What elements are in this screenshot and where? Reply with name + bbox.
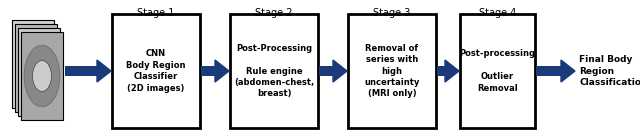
Polygon shape bbox=[561, 60, 575, 82]
Bar bbox=[437, 66, 445, 76]
Bar bbox=[230, 14, 318, 128]
Text: CNN
Body Region
Classifier
(2D images): CNN Body Region Classifier (2D images) bbox=[126, 49, 186, 93]
Text: Stage 2: Stage 2 bbox=[255, 8, 292, 18]
Bar bbox=[319, 66, 333, 76]
Bar bbox=[201, 66, 215, 76]
Bar bbox=[65, 66, 97, 76]
Bar bbox=[112, 14, 200, 128]
Bar bbox=[536, 66, 561, 76]
Text: Stage 3: Stage 3 bbox=[373, 8, 411, 18]
Text: Removal of
series with
high
uncertainty
(MRI only): Removal of series with high uncertainty … bbox=[364, 44, 420, 98]
Bar bbox=[460, 14, 535, 128]
Polygon shape bbox=[445, 60, 459, 82]
Polygon shape bbox=[333, 60, 347, 82]
Text: Stage 1: Stage 1 bbox=[138, 8, 175, 18]
Bar bbox=[21, 32, 63, 120]
Text: Final Body
Region
Classification: Final Body Region Classification bbox=[579, 55, 640, 87]
Text: Post-Processing

Rule engine
(abdomen-chest,
breast): Post-Processing Rule engine (abdomen-che… bbox=[234, 44, 314, 98]
Bar bbox=[12, 20, 54, 108]
Bar bbox=[348, 14, 436, 128]
Ellipse shape bbox=[19, 39, 52, 97]
Polygon shape bbox=[215, 60, 229, 82]
Text: Stage 4: Stage 4 bbox=[479, 8, 516, 18]
Ellipse shape bbox=[24, 45, 60, 107]
Polygon shape bbox=[97, 60, 111, 82]
Ellipse shape bbox=[16, 35, 50, 93]
Ellipse shape bbox=[33, 61, 51, 91]
Text: Post-processing

Outlier
Removal: Post-processing Outlier Removal bbox=[460, 49, 536, 93]
Bar bbox=[18, 28, 60, 116]
Ellipse shape bbox=[22, 43, 56, 101]
Bar bbox=[15, 24, 57, 112]
